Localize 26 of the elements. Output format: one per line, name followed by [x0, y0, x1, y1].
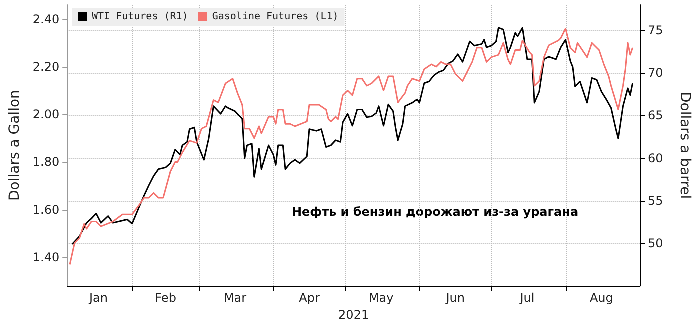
y2-tick-label: 60: [648, 151, 664, 166]
y2-axis-title: Dollars a barrel: [677, 92, 693, 200]
legend-label: WTI Futures (R1): [92, 12, 188, 22]
x-tick-label: May: [368, 291, 394, 306]
x-tick-label: Jun: [445, 291, 465, 306]
y-tick-label: 2.40: [32, 12, 60, 26]
y2-tick-label: 70: [648, 66, 664, 80]
y-tick-label: 1.80: [32, 155, 60, 170]
x-tick-label: Feb: [155, 291, 176, 306]
y2-tick-label: 50: [648, 236, 664, 251]
legend-label: Gasoline Futures (L1): [212, 12, 339, 22]
y-tick-label: 2.20: [32, 60, 60, 74]
x-tick-label: Mar: [224, 291, 247, 306]
y2-tick-label: 65: [648, 108, 664, 123]
y-tick-label: 1.60: [32, 202, 60, 217]
x-axis-title: 2021: [338, 308, 370, 322]
x-tick-label: Aug: [590, 291, 614, 306]
y-axis-title: Dollars a Gallon: [7, 90, 23, 201]
y-tick-label: 2.00: [32, 108, 60, 122]
x-tick-label: Apr: [299, 291, 320, 306]
annotation: Нефть и бензин дорожают из-за урагана: [292, 205, 579, 219]
y2-tick-label: 55: [648, 194, 664, 208]
x-tick-label: Jan: [88, 291, 108, 306]
y2-tick-label: 75: [648, 24, 664, 38]
y-tick-label: 1.40: [32, 250, 60, 265]
x-tick-label: Jul: [519, 291, 535, 306]
